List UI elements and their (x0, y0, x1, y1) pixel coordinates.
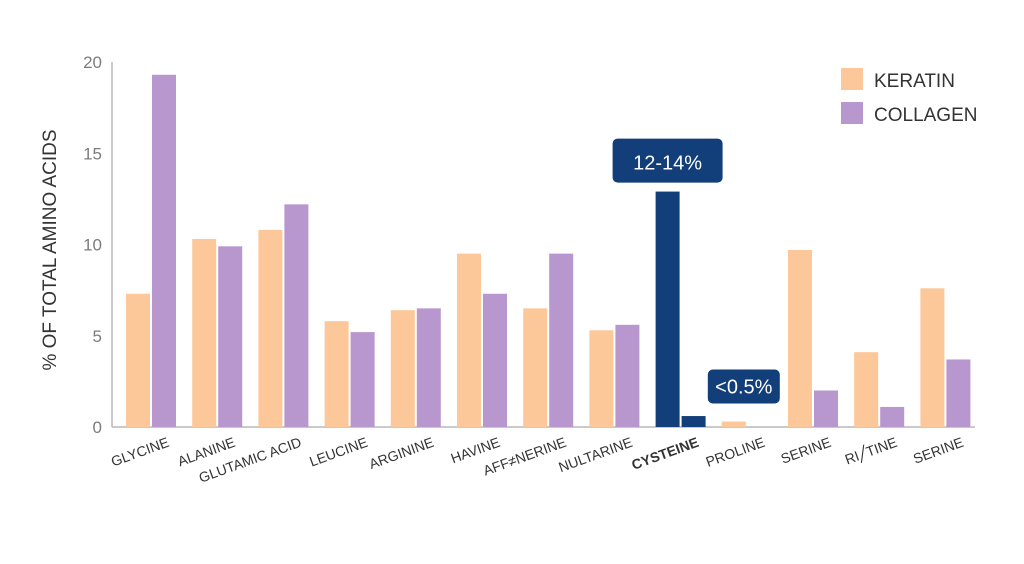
bar-collagen-glutamic-acid (284, 204, 309, 427)
bar-collagen-leucine (350, 332, 375, 427)
bar-keratin-leucine (324, 321, 349, 427)
bar-collagen-alanine (218, 246, 243, 427)
x-tick-label: PROLINE (704, 434, 767, 470)
bar-keratin-cysteine (655, 191, 680, 427)
x-tick-label: ARGININE (367, 434, 436, 472)
bar-keratin-glycine (126, 293, 150, 427)
annotations: 12-14% <0.5% (612, 138, 780, 404)
legend-swatch (841, 102, 863, 124)
callout-cysteine: 12-14% (612, 138, 723, 183)
bar-collagen-aff-nerine (549, 253, 574, 427)
legend-label: COLLAGEN (874, 105, 977, 126)
bars-group (126, 74, 971, 428)
y-axis: 0 5 10 15 20 (83, 53, 102, 437)
y-tick-label: 5 (93, 327, 102, 346)
bar-keratin-serine (920, 288, 945, 427)
bar-keratin-serine (788, 249, 812, 427)
bar-collagen-serine (814, 390, 838, 427)
bar-keratin-proline (721, 421, 746, 427)
x-tick-label: SERINE (779, 434, 833, 467)
legend-item-keratin: KERATIN (841, 68, 955, 92)
legend-swatch (841, 68, 863, 90)
x-tick-label: LEUCINE (307, 434, 369, 470)
bar-keratin-ri-tine (854, 352, 879, 427)
bar-collagen-serine (946, 359, 971, 427)
data-label: <0.5% (715, 377, 772, 399)
bar-collagen-arginine (416, 308, 441, 427)
bar-keratin-arginine (390, 310, 415, 427)
bar-keratin-aff-nerine (523, 308, 548, 427)
callout-box (707, 369, 780, 404)
y-tick-label: 15 (83, 144, 102, 163)
bar-collagen-nultarine (615, 324, 640, 427)
bar-collagen-cysteine (681, 416, 706, 427)
y-tick-label: 20 (83, 53, 102, 72)
bar-collagen-havine (483, 293, 507, 427)
legend-label: KERATIN (874, 71, 955, 92)
x-tick-label: RI╱TINE (843, 434, 900, 469)
y-axis-label: % OF TOTAL AMINO ACIDS (40, 129, 61, 370)
x-tick-label: NULTARINE (556, 434, 634, 475)
y-tick-label: 0 (93, 418, 102, 437)
bar-keratin-alanine (192, 239, 217, 427)
x-tick-label: GLYCINE (109, 434, 171, 470)
legend: KERATIN COLLAGEN (841, 68, 977, 126)
bar-keratin-nultarine (589, 330, 614, 427)
legend-item-collagen: COLLAGEN (841, 102, 977, 126)
bar-keratin-havine (457, 253, 481, 427)
data-label: 12-14% (633, 153, 702, 175)
bar-collagen-glycine (152, 74, 176, 428)
bar-keratin-glutamic-acid (258, 229, 283, 427)
x-tick-label: SERINE (911, 434, 965, 467)
y-tick-label: 10 (83, 236, 102, 255)
callout-proline: <0.5% (707, 369, 780, 404)
bar-collagen-ri-tine (880, 406, 905, 427)
x-tick-label: CYSTEINE (629, 434, 700, 473)
callout-box (612, 138, 723, 183)
